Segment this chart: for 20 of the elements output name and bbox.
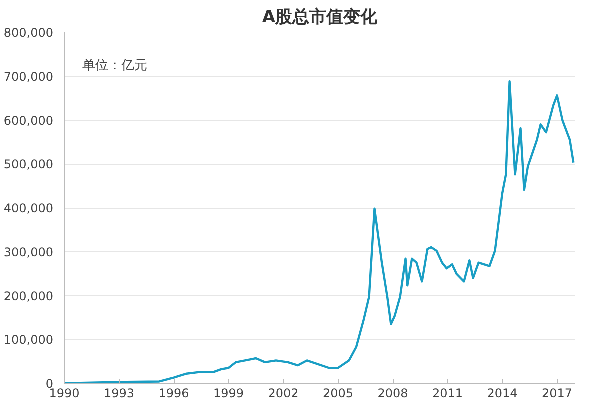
x-tick-label: 1993 [104,386,135,400]
x-tick-label: 2017 [542,386,573,400]
x-tick-label: 2005 [322,386,354,400]
y-tick-label: 500,000 [4,158,54,172]
x-tick-label: 2014 [487,386,518,400]
x-tick-label: 1990 [49,386,80,400]
y-tick-label: 100,000 [4,333,54,348]
x-tick-label: 2011 [432,386,464,400]
y-tick-label: 300,000 [4,245,54,260]
y-tick-label: 800,000 [4,26,54,40]
x-tick-label: 1999 [213,386,244,400]
x-tick-label: 2008 [378,386,408,400]
y-tick-label: 700,000 [4,70,54,84]
y-tick-label: 600,000 [4,114,54,128]
x-tick-label: 2002 [268,386,299,400]
y-tick-label: 400,000 [4,202,54,216]
chart-title: A股总市值变化 [262,8,379,28]
y-tick-label: 200,000 [4,289,54,304]
x-tick-label: 1996 [158,386,190,400]
annotation: 单位：亿元 [82,58,148,74]
